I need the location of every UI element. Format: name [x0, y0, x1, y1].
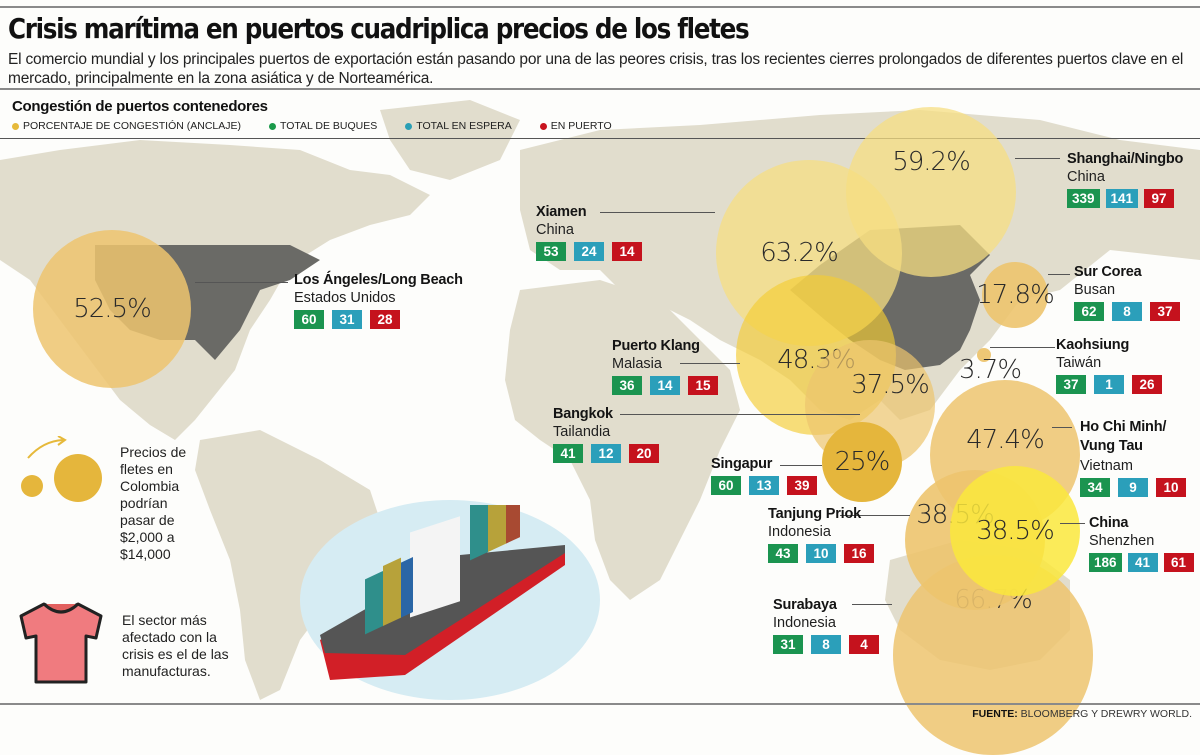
- legend-item-waiting: TOTAL EN ESPERA: [405, 120, 512, 132]
- total-ships-badge: 53: [536, 242, 566, 261]
- waiting-badge: 9: [1118, 478, 1148, 497]
- bubble-kaohsiung: [977, 348, 991, 362]
- header-rule: [0, 88, 1200, 90]
- footer-rule: [0, 703, 1200, 705]
- leader-line-los-angeles: [195, 282, 288, 283]
- page-title: Crisis marítima en puertos cuadriplica p…: [8, 12, 750, 45]
- freight-note: Precios de fletes en Colombia podrían pa…: [120, 444, 187, 562]
- total-ships-badge: 43: [768, 544, 798, 563]
- legend-item-in-port: EN PUERTO: [539, 120, 612, 132]
- growing-circles-icon: [21, 436, 102, 502]
- south-america-land: [195, 430, 380, 700]
- leader-line-surabaya: [852, 604, 892, 605]
- in-port-badge: 20: [629, 444, 659, 463]
- sector-note: El sector más afectado con la crisis es …: [122, 612, 229, 679]
- container-ship-illustration: [320, 505, 565, 680]
- greenland-land: [380, 100, 520, 180]
- port-los-angeles: Los Ángeles/Long Beach Estados Unidos 60…: [294, 272, 463, 329]
- in-port-badge: 61: [1163, 553, 1194, 572]
- t-shirt-icon: [19, 602, 103, 684]
- leader-line-xiamen: [600, 212, 715, 213]
- in-port-badge: 10: [1156, 478, 1186, 497]
- total-ships-badge: 339: [1067, 189, 1100, 208]
- legend-item-total-ships: TOTAL DE BUQUES: [269, 120, 377, 132]
- in-port-badge: 26: [1132, 375, 1162, 394]
- total-ships-badge: 34: [1080, 478, 1110, 497]
- legend-title: Congestión de puertos contenedores: [12, 98, 268, 115]
- total-ships-badge: 36: [612, 376, 642, 395]
- legend-item-congestion: PORCENTAJE DE CONGESTIÓN (ANCLAJE): [12, 120, 241, 132]
- port-kaohsiung: Kaohsiung Taiwán 37 1 26: [1056, 337, 1162, 394]
- waiting-badge: 8: [811, 635, 841, 654]
- in-port-badge: 14: [612, 242, 642, 261]
- bubble-singapur: 25%: [822, 422, 902, 502]
- in-port-badge: 37: [1150, 302, 1180, 321]
- leader-line-tanjung-priok: [840, 515, 910, 516]
- waiting-badge: 13: [749, 476, 779, 495]
- waiting-badge: 1: [1094, 375, 1124, 394]
- port-shanghai: Shanghai/Ningbo China 339 141 97: [1067, 151, 1184, 208]
- bubble-los-angeles: 52.5%: [33, 230, 191, 388]
- port-busan: Sur Corea Busan 62 8 37: [1074, 264, 1180, 321]
- waiting-badge: 31: [332, 310, 362, 329]
- port-xiamen: Xiamen China 53 24 14: [536, 204, 642, 261]
- green-dot-icon: [269, 122, 276, 130]
- leader-line-kaohsiung: [990, 347, 1055, 348]
- total-ships-badge: 186: [1089, 553, 1122, 572]
- red-dot-icon: [539, 122, 547, 130]
- total-ships-badge: 41: [553, 444, 583, 463]
- port-singapur: Singapur 60 13 39: [711, 456, 817, 495]
- waiting-badge: 8: [1112, 302, 1142, 321]
- port-puerto-klang: Puerto Klang Malasia 36 14 15: [612, 338, 718, 395]
- port-surabaya: Surabaya Indonesia 31 8 4: [773, 597, 879, 654]
- source-credit: FUENTE: BLOOMBERG Y DREWRY WORLD.: [972, 708, 1192, 720]
- total-ships-badge: 37: [1056, 375, 1086, 394]
- yellow-dot-icon: [12, 122, 19, 130]
- legend-rule: [0, 138, 1200, 139]
- leader-line-bangkok: [620, 414, 860, 415]
- leader-line-puerto-klang: [680, 363, 740, 364]
- leader-line-busan: [1048, 274, 1070, 275]
- leader-line-singapur: [780, 465, 822, 466]
- bubble-busan: 17.8%: [976, 262, 1055, 328]
- port-bangkok: Bangkok Tailandia 41 12 20: [553, 406, 659, 463]
- total-ships-badge: 60: [711, 476, 741, 495]
- waiting-badge: 14: [650, 376, 680, 395]
- in-port-badge: 97: [1144, 189, 1175, 208]
- page-subtitle: El comercio mundial y los principales pu…: [8, 51, 1184, 87]
- bubble-shanghai: 59.2%: [846, 107, 1016, 277]
- in-port-badge: 16: [844, 544, 874, 563]
- port-ho-chi-minh: Ho Chi Minh/ Vung Tau Vietnam 34 9 10: [1080, 418, 1190, 497]
- leader-line-ho-chi-minh: [1052, 427, 1072, 428]
- africa-land: [505, 280, 740, 600]
- teal-dot-icon: [405, 122, 413, 130]
- waiting-badge: 24: [574, 242, 604, 261]
- waiting-badge: 41: [1127, 553, 1158, 572]
- in-port-badge: 15: [688, 376, 718, 395]
- total-ships-badge: 60: [294, 310, 324, 329]
- in-port-badge: 28: [370, 310, 400, 329]
- port-shenzhen: China Shenzhen 186 41 61: [1089, 515, 1194, 572]
- waiting-badge: 10: [806, 544, 836, 563]
- total-ships-badge: 31: [773, 635, 803, 654]
- leader-line-shenzhen: [1060, 523, 1085, 524]
- leader-line-shanghai: [1015, 158, 1060, 159]
- bubble-shenzhen: 38.5%: [950, 466, 1080, 596]
- legend: PORCENTAJE DE CONGESTIÓN (ANCLAJE) TOTAL…: [12, 120, 640, 132]
- in-port-badge: 39: [787, 476, 817, 495]
- total-ships-badge: 62: [1074, 302, 1104, 321]
- port-tanjung-priok: Tanjung Priok Indonesia 43 10 16: [768, 506, 874, 563]
- in-port-badge: 4: [849, 635, 879, 654]
- top-rule: [0, 6, 1200, 8]
- waiting-badge: 141: [1105, 189, 1139, 208]
- waiting-badge: 12: [591, 444, 621, 463]
